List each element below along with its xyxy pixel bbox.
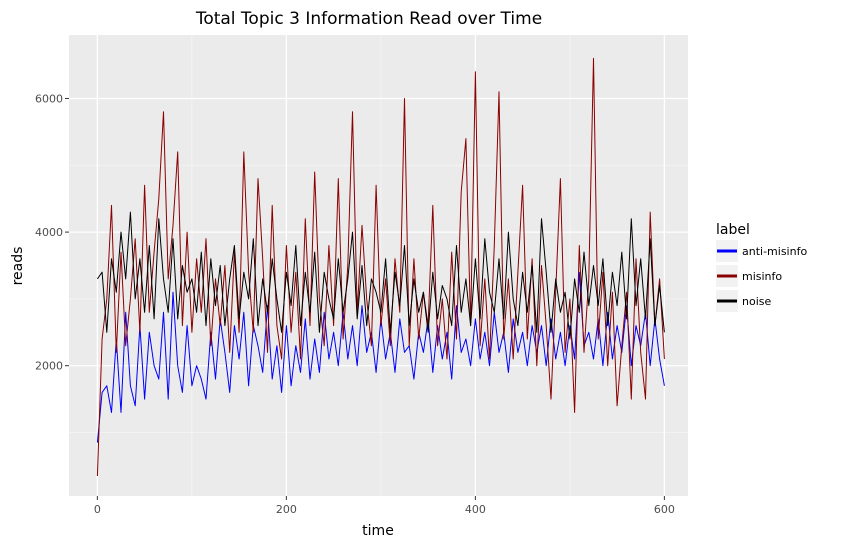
legend-label: noise <box>742 295 771 308</box>
legend-items: anti-misinfo misinfo noise <box>716 240 807 312</box>
chart-title: Total Topic 3 Information Read over Time <box>195 9 542 29</box>
series-lines <box>96 57 665 477</box>
x-tick-label: 400 <box>465 503 486 516</box>
legend-label: anti-misinfo <box>742 245 807 258</box>
legend-item-misinfo: misinfo <box>716 265 782 287</box>
y-tick-label: 2000 <box>35 360 63 373</box>
series-line-noise <box>96 211 665 340</box>
x-tick-label: 200 <box>276 503 297 516</box>
x-axis-ticks: 0 200 400 600 <box>94 496 675 516</box>
x-axis-title: time <box>362 523 394 539</box>
major-gridlines <box>69 35 688 496</box>
legend-item-anti-misinfo: anti-misinfo <box>716 240 807 262</box>
legend-label: misinfo <box>742 270 782 283</box>
minor-gridlines <box>69 35 688 496</box>
legend-item-noise: noise <box>716 290 771 312</box>
x-tick-label: 0 <box>94 503 101 516</box>
series-line-misinfo <box>96 57 665 477</box>
x-tick-label: 600 <box>654 503 675 516</box>
y-axis-ticks: 2000 4000 6000 <box>35 92 69 373</box>
y-axis-title: reads <box>10 247 26 286</box>
legend: label anti-misinfo misinfo noise <box>716 222 807 312</box>
y-tick-label: 4000 <box>35 226 63 239</box>
legend-title: label <box>716 222 750 238</box>
y-tick-label: 6000 <box>35 92 63 105</box>
